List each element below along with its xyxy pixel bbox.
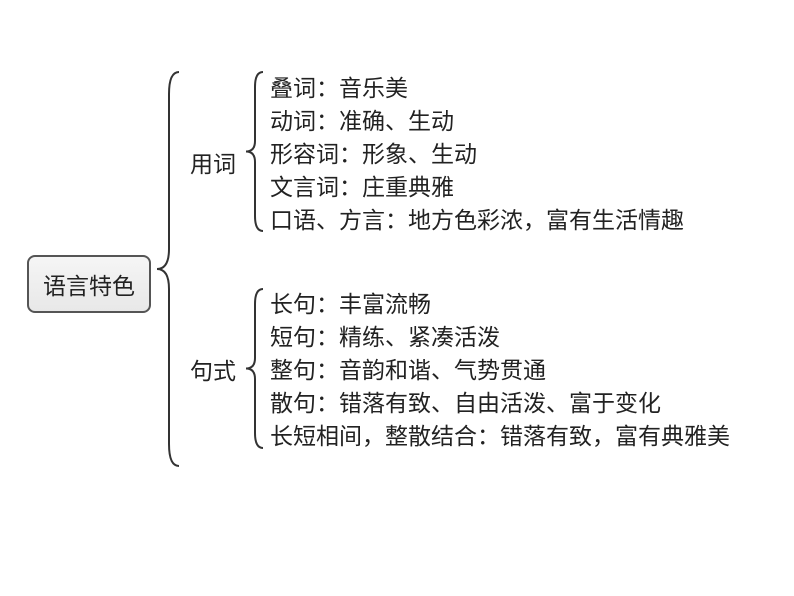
items-group-2: 长句：丰富流畅 短句：精练、紧凑活泼 整句：音韵和谐、气势贯通 散句：错落有致、… (270, 288, 730, 453)
main-brace (152, 69, 182, 469)
item-2-1: 短句：精练、紧凑活泼 (270, 321, 730, 354)
root-title: 语言特色 (43, 274, 135, 299)
item-2-2: 整句：音韵和谐、气势贯通 (270, 354, 730, 387)
sub-brace-1 (242, 69, 266, 234)
item-1-1: 动词：准确、生动 (270, 105, 684, 138)
item-2-3: 散句：错落有致、自由活泼、富于变化 (270, 387, 730, 420)
item-1-3: 文言词：庄重典雅 (270, 171, 684, 204)
item-2-4: 长短相间，整散结合：错落有致，富有典雅美 (270, 420, 730, 453)
item-1-0: 叠词：音乐美 (270, 72, 684, 105)
item-1-4: 口语、方言：地方色彩浓，富有生活情趣 (270, 204, 684, 237)
items-group-1: 叠词：音乐美 动词：准确、生动 形容词：形象、生动 文言词：庄重典雅 口语、方言… (270, 72, 684, 237)
sub-brace-2 (242, 286, 266, 451)
item-1-2: 形容词：形象、生动 (270, 138, 684, 171)
item-2-0: 长句：丰富流畅 (270, 288, 730, 321)
category-2-label: 句式 (190, 352, 236, 386)
category-1-label: 用词 (190, 145, 236, 179)
root-node: 语言特色 (27, 255, 151, 313)
